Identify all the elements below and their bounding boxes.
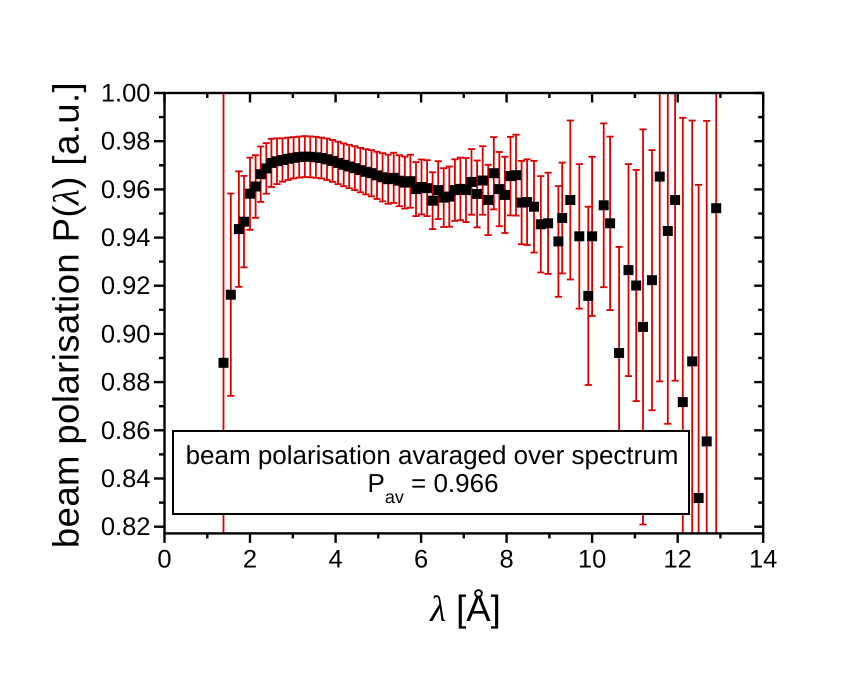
svg-text:0.98: 0.98 <box>101 128 151 156</box>
svg-text:0.82: 0.82 <box>101 513 151 541</box>
svg-text:0.88: 0.88 <box>101 369 151 397</box>
svg-text:0.86: 0.86 <box>101 417 151 445</box>
svg-text:0: 0 <box>157 546 171 574</box>
svg-text:2: 2 <box>243 546 257 574</box>
svg-text:6: 6 <box>414 546 428 574</box>
svg-text:beam polarisation avaraged ove: beam polarisation avaraged over spectrum <box>186 440 679 470</box>
svg-text:8: 8 <box>500 546 514 574</box>
svg-text:beam polarisation P(λ) [a.u.]: beam polarisation P(λ) [a.u.] <box>46 82 87 548</box>
svg-text:0.96: 0.96 <box>101 176 151 204</box>
svg-text:14: 14 <box>749 546 777 574</box>
svg-text:0.92: 0.92 <box>101 272 151 300</box>
svg-text:4: 4 <box>329 546 343 574</box>
svg-text:10: 10 <box>578 546 606 574</box>
svg-text:λ [Å]: λ [Å] <box>429 588 501 629</box>
svg-text:12: 12 <box>664 546 692 574</box>
svg-text:0.84: 0.84 <box>101 465 151 493</box>
svg-text:1.00: 1.00 <box>101 80 151 108</box>
svg-text:0.90: 0.90 <box>101 320 151 348</box>
svg-text:0.94: 0.94 <box>101 224 151 252</box>
